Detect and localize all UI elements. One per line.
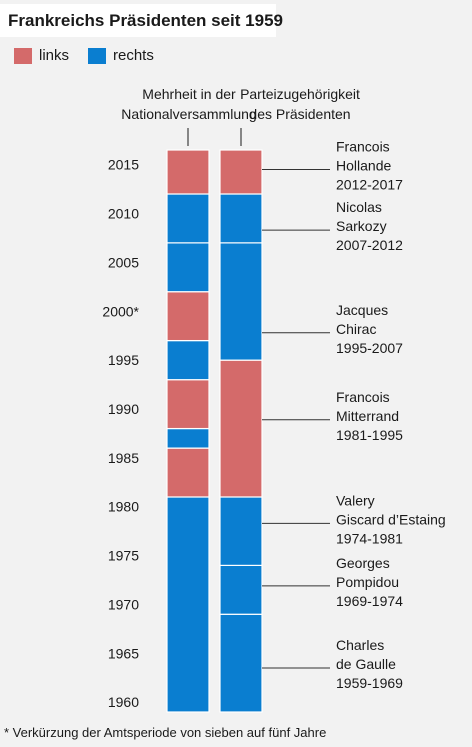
president-annotation-label: Pompidou bbox=[336, 574, 399, 590]
y-tick-label: 2005 bbox=[108, 254, 139, 270]
legend-swatch-rechts bbox=[88, 48, 106, 64]
assembly-segment-links bbox=[166, 379, 210, 430]
president-annotation-label: 1959-1969 bbox=[336, 675, 403, 691]
president-annotation-label: Chirac bbox=[336, 321, 376, 337]
assembly-segment-links bbox=[166, 291, 210, 342]
president-annotation-label: 1969-1974 bbox=[336, 593, 403, 609]
legend-label-rechts: rechts bbox=[113, 47, 154, 64]
chart-title: Frankreichs Präsidenten seit 1959 bbox=[0, 4, 283, 37]
president-annotation-label: Nicolas bbox=[336, 199, 382, 215]
assembly-column-header: Mehrheit in der Nationalversammlung bbox=[104, 84, 274, 124]
president-annotation-label: Giscard d’Estaing bbox=[336, 511, 446, 527]
president-segment-rechts bbox=[219, 242, 263, 361]
president-annotation-label: 2007-2012 bbox=[336, 237, 403, 253]
y-tick-label: 1960 bbox=[108, 694, 139, 710]
assembly-segment-rechts bbox=[166, 193, 210, 244]
assembly-segment-rechts bbox=[166, 427, 210, 449]
president-annotation-label: de Gaulle bbox=[336, 656, 396, 672]
president-annotation-label: 1995-2007 bbox=[336, 340, 403, 356]
legend-swatch-links bbox=[14, 48, 32, 64]
y-tick-label: 2000* bbox=[102, 303, 139, 319]
y-tick-label: 1990 bbox=[108, 401, 139, 417]
assembly-header-line-1: Mehrheit in der bbox=[142, 86, 236, 102]
president-annotation-label: Sarkozy bbox=[336, 218, 387, 234]
y-tick-label: 1985 bbox=[108, 450, 139, 466]
president-column-header: Parteizugehörigkeit des Präsidenten bbox=[215, 84, 385, 124]
assembly-segment-rechts bbox=[166, 242, 210, 293]
president-annotation-label: Francois bbox=[336, 139, 390, 155]
y-tick-label: 1970 bbox=[108, 596, 139, 612]
president-annotation-label: Hollande bbox=[336, 158, 391, 174]
footnote: * Verkürzung der Amtsperiode von sieben … bbox=[4, 725, 327, 740]
assembly-segment-links bbox=[166, 447, 210, 498]
president-annotation-label: Georges bbox=[336, 555, 390, 571]
president-segment-rechts bbox=[219, 564, 263, 615]
president-segment-links bbox=[219, 149, 263, 195]
y-tick-label: 1975 bbox=[108, 548, 139, 564]
y-tick-label: 2015 bbox=[108, 157, 139, 173]
president-annotation-label: 2012-2017 bbox=[336, 177, 403, 193]
assembly-header-line-2: Nationalversammlung bbox=[121, 106, 257, 122]
legend-label-links: links bbox=[39, 47, 70, 64]
y-tick-label: 1995 bbox=[108, 352, 139, 368]
president-annotation-label: Francois bbox=[336, 389, 390, 405]
president-annotation-label: Charles bbox=[336, 637, 384, 653]
president-segment-links bbox=[219, 359, 263, 498]
president-annotation-label: Mitterrand bbox=[336, 408, 399, 424]
y-tick-label: 2010 bbox=[108, 206, 139, 222]
president-header-line-1: Parteizugehörigkeit bbox=[240, 86, 360, 102]
president-annotation-label: 1981-1995 bbox=[336, 427, 403, 443]
president-annotation-label: Jacques bbox=[336, 302, 388, 318]
president-segment-rechts bbox=[219, 193, 263, 244]
president-annotation-label: Valery bbox=[336, 492, 375, 508]
president-segment-rechts bbox=[219, 613, 263, 713]
y-tick-label: 1965 bbox=[108, 645, 139, 661]
y-tick-label: 1980 bbox=[108, 499, 139, 515]
assembly-segment-links bbox=[166, 149, 210, 195]
president-segment-rechts bbox=[219, 496, 263, 566]
president-header-line-2: des Präsidenten bbox=[249, 106, 351, 122]
president-annotation-label: 1974-1981 bbox=[336, 530, 403, 546]
assembly-segment-rechts bbox=[166, 339, 210, 381]
assembly-segment-rechts bbox=[166, 496, 210, 713]
